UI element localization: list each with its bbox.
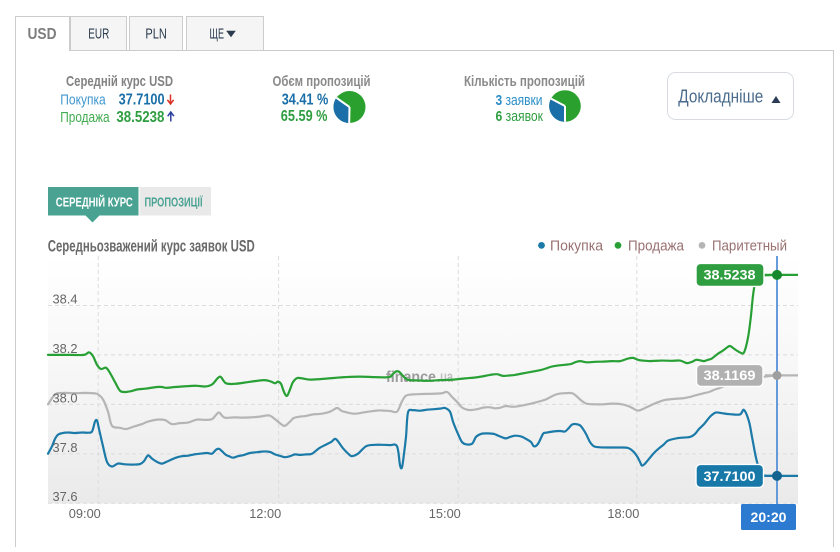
svg-text:18:00: 18:00: [607, 506, 639, 521]
svg-text:3 заявки: 3 заявки: [496, 92, 543, 109]
svg-text:37.7100: 37.7100: [119, 92, 165, 109]
svg-text:USD: USD: [28, 26, 57, 43]
svg-text:34.41 %: 34.41 %: [282, 92, 329, 109]
svg-text:65.59 %: 65.59 %: [281, 108, 328, 125]
svg-text:38.1169: 38.1169: [704, 368, 756, 383]
svg-text:Продажа: Продажа: [628, 238, 685, 255]
svg-text:09:00: 09:00: [69, 506, 101, 521]
svg-text:37.7100: 37.7100: [704, 469, 756, 484]
svg-text:Паритетный: Паритетный: [712, 238, 787, 255]
svg-text:37.6: 37.6: [53, 489, 78, 504]
svg-text:Середній курс USD: Середній курс USD: [66, 73, 173, 90]
svg-text:Кількість пропозицій: Кількість пропозицій: [464, 73, 585, 90]
svg-text:38.2: 38.2: [53, 341, 78, 356]
svg-text:СЕРЕДНІЙ КУРС: СЕРЕДНІЙ КУРС: [56, 195, 133, 210]
svg-text:Докладніше: Докладніше: [678, 87, 763, 107]
svg-text:20:20: 20:20: [751, 510, 787, 525]
svg-text:Середньозважений курс заявок U: Середньозважений курс заявок USD: [48, 237, 255, 256]
svg-text:15:00: 15:00: [429, 506, 461, 521]
svg-text:6 заявок: 6 заявок: [496, 108, 544, 125]
svg-text:Покупка: Покупка: [60, 92, 106, 109]
svg-text:ПРОПОЗИЦІЇ: ПРОПОЗИЦІЇ: [145, 195, 203, 210]
svg-text:PLN: PLN: [145, 26, 166, 43]
svg-text:EUR: EUR: [88, 26, 109, 43]
svg-text:38.5238: 38.5238: [704, 268, 757, 283]
svg-text:.ua: .ua: [437, 369, 453, 386]
svg-text:12:00: 12:00: [249, 506, 281, 521]
svg-text:Покупка: Покупка: [550, 238, 604, 255]
svg-text:38.5238: 38.5238: [116, 109, 164, 126]
svg-text:Обєм пропозицій: Обєм пропозицій: [273, 73, 371, 90]
svg-text:Продажа: Продажа: [60, 109, 110, 126]
svg-text:38.4: 38.4: [53, 292, 78, 307]
svg-text:37.8: 37.8: [53, 440, 78, 455]
svg-text:ЩЕ: ЩЕ: [210, 26, 225, 43]
svg-text:38.0: 38.0: [53, 390, 78, 405]
svg-text:finance: finance: [386, 369, 436, 386]
